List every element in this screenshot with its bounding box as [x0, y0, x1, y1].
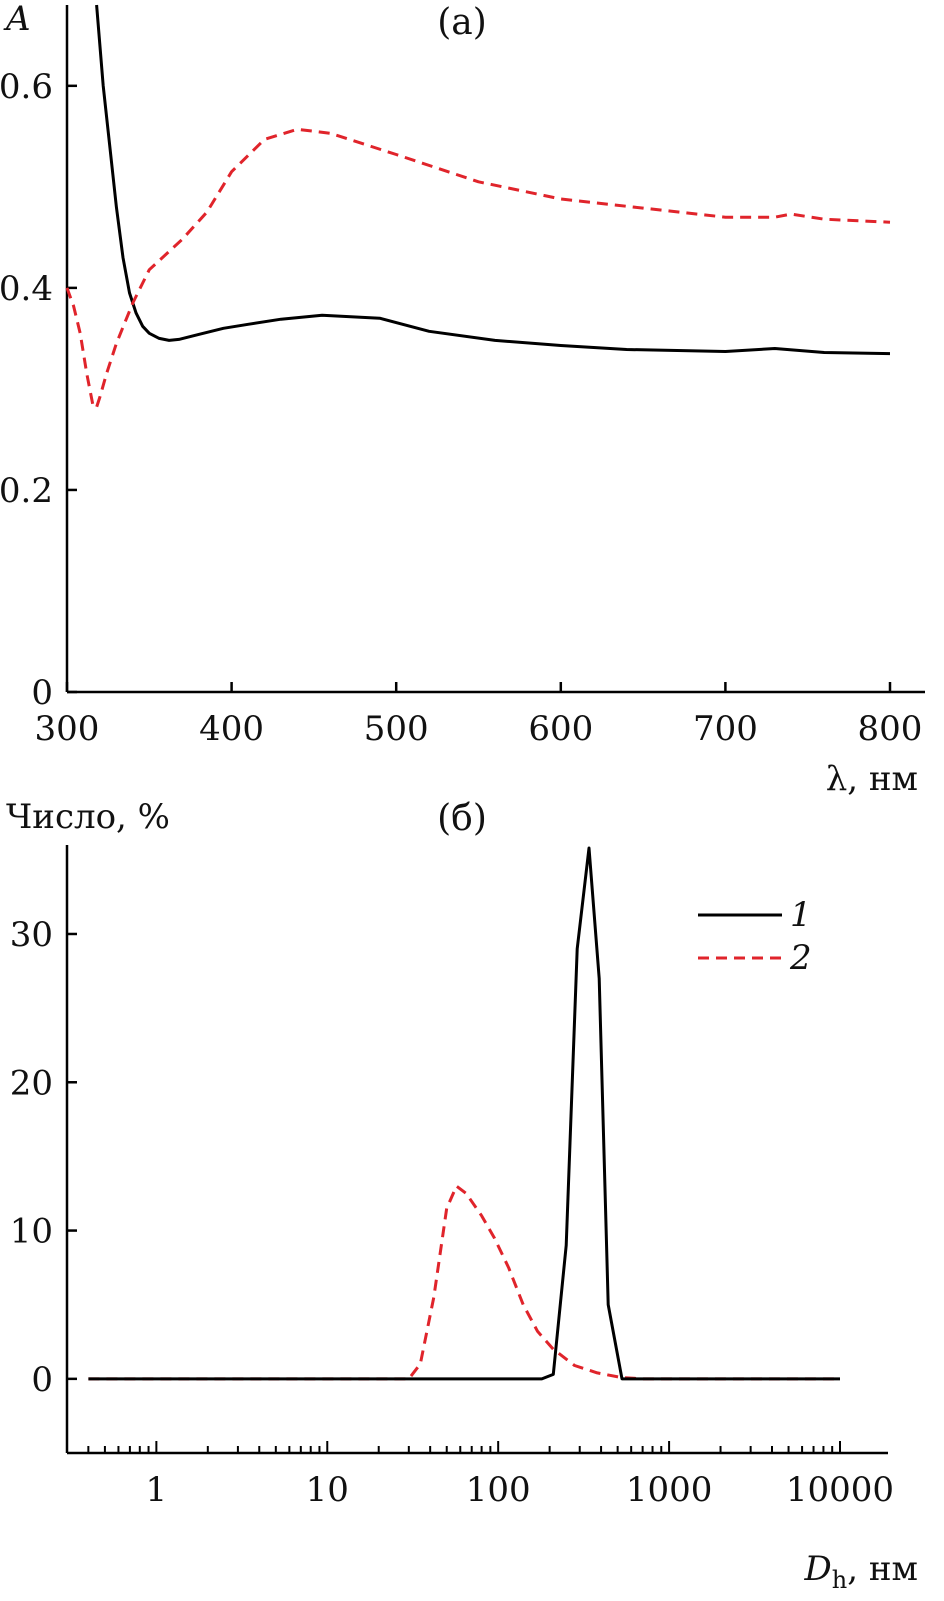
legend-label-2: 2 [789, 938, 812, 978]
y-tick-label: 0.6 [0, 67, 53, 107]
series-line-1 [95, 4, 891, 356]
x-axis-title: Dh, нм [804, 1549, 918, 1594]
x-tick-label: 600 [528, 709, 593, 749]
x-axis-title-var: D [804, 1549, 832, 1589]
legend-label-1: 1 [790, 895, 812, 935]
y-tick-label: 20 [10, 1063, 53, 1103]
series-line-2 [65, 127, 891, 409]
y-tick-label: 0 [31, 1360, 53, 1400]
x-tick-label: 400 [199, 709, 264, 749]
x-tick-label: 1000 [626, 1470, 713, 1510]
y-tick-label: 0.2 [0, 471, 53, 511]
x-tick-label: 700 [693, 709, 758, 749]
x-tick-label: 800 [858, 709, 923, 749]
series-line-2 [88, 1184, 840, 1381]
x-tick-label: 500 [364, 709, 429, 749]
y-tick-label: 0.4 [0, 269, 53, 309]
x-axis-title-unit: , нм [847, 1549, 918, 1589]
panel-label: (а) [437, 2, 487, 43]
x-tick-label: 300 [35, 709, 100, 749]
y-tick-label: 30 [10, 915, 53, 955]
y-axis-title: Число, % [6, 797, 170, 837]
series-line-1 [88, 846, 840, 1381]
panel-label: (б) [437, 798, 487, 839]
x-tick-label: 1 [146, 1470, 168, 1510]
chart-panel-a: 0 0.2 0.4 0.6 300 400 500 600 700 800 A λ, нм (а… [0, 0, 925, 799]
x-axis-title: λ, нм [826, 759, 918, 799]
x-tick-label: 100 [466, 1470, 531, 1510]
y-tick-label: 0 [31, 673, 53, 713]
y-axis-title: A [3, 0, 31, 39]
x-axis-title-sub: h [832, 1566, 847, 1594]
x-tick-label: 10000 [786, 1470, 894, 1510]
y-tick-label: 10 [10, 1212, 53, 1252]
x-tick-label: 10 [306, 1470, 349, 1510]
legend: 12 [698, 895, 812, 978]
